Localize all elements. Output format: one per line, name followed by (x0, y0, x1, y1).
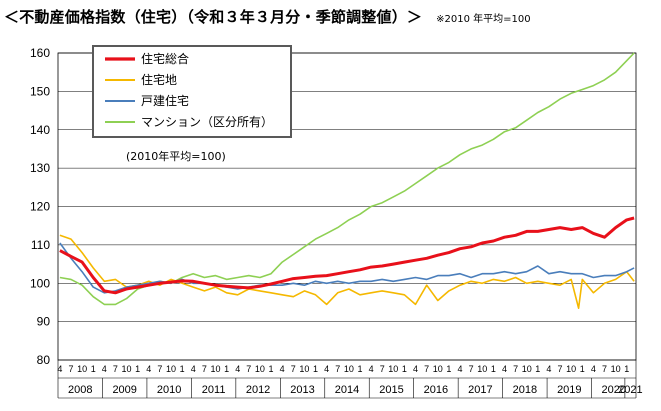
y-tick-label: 90 (37, 315, 51, 329)
x-month-tick: 10 (166, 364, 176, 374)
legend-label: マンション（区分所有） (141, 115, 273, 129)
x-month-tick: 4 (102, 364, 107, 374)
x-month-tick: 10 (122, 364, 132, 374)
x-month-tick: 1 (535, 364, 540, 374)
y-tick-label: 120 (30, 200, 50, 214)
x-month-tick: 7 (602, 364, 607, 374)
page-title: ＜不動産価格指数（住宅）（令和３年３月分・季節調整値）＞ (4, 8, 423, 26)
x-month-tick: 10 (344, 364, 354, 374)
x-month-tick: 7 (246, 364, 251, 374)
x-year-label: 2010 (157, 384, 181, 396)
x-month-tick: 1 (224, 364, 229, 374)
x-month-tick: 10 (477, 364, 487, 374)
y-tick-label: 130 (30, 161, 50, 175)
x-axis: 4 7 10 1 4 7 10 1 4 7 10 1 4 7 10 1 4 7 10 1 4 7 10 1 4 7 10 1 4 7 10 1… (57, 360, 643, 399)
x-month-tick: 10 (388, 364, 398, 374)
x-month-tick: 1 (135, 364, 140, 374)
x-month-tick: 10 (566, 364, 576, 374)
legend-label: 住宅地 (141, 72, 177, 87)
series-line-3 (59, 242, 635, 294)
x-month-tick: 7 (335, 364, 340, 374)
x-year-label: 2017 (468, 384, 492, 396)
y-tick-label: 110 (31, 238, 50, 252)
y-tick-label: 140 (30, 123, 50, 137)
x-year-label: 2011 (202, 384, 226, 396)
x-month-tick: 10 (210, 364, 220, 374)
x-year-label: 2019 (557, 384, 581, 396)
y-tick-label: 150 (30, 84, 50, 98)
x-month-tick: 1 (357, 364, 362, 374)
x-month-tick: 4 (369, 364, 374, 374)
series-lines (59, 52, 635, 310)
x-month-tick: 7 (202, 364, 207, 374)
series-line-1 (59, 216, 635, 295)
x-year-label: 2013 (290, 384, 314, 396)
x-month-tick: 4 (146, 364, 151, 374)
legend-label: 戸建住宅 (141, 93, 189, 108)
x-month-tick: 7 (157, 364, 162, 374)
plot-frame (57, 52, 637, 361)
x-month-tick: 7 (68, 364, 73, 374)
x-month-tick: 1 (402, 364, 407, 374)
x-month-tick: 10 (299, 364, 309, 374)
y-tick-label: 80 (37, 353, 51, 367)
base-year-note: ※2010 年平均=100 (436, 14, 531, 25)
x-month-tick: 7 (424, 364, 429, 374)
x-month-tick: 4 (57, 364, 62, 374)
x-month-tick: 1 (491, 364, 496, 374)
x-month-tick: 7 (291, 364, 296, 374)
x-year-label: 2014 (335, 384, 359, 396)
x-month-tick: 10 (255, 364, 265, 374)
legend-label: 住宅総合 (141, 51, 189, 66)
x-month-tick: 10 (77, 364, 87, 374)
x-month-tick: 4 (546, 364, 551, 374)
x-month-tick: 7 (380, 364, 385, 374)
x-month-tick: 10 (433, 364, 443, 374)
x-month-tick: 7 (113, 364, 118, 374)
x-year-label: 2016 (424, 384, 448, 396)
base-note: (2010年平均=100) (126, 149, 226, 163)
x-month-tick: 1 (269, 364, 274, 374)
x-month-tick: 4 (191, 364, 196, 374)
x-year-label: 2020 (602, 384, 626, 396)
x-month-tick: 1 (313, 364, 318, 374)
x-year-label: 2009 (112, 384, 136, 396)
x-month-tick: 4 (280, 364, 285, 374)
x-year-label: 2008 (68, 384, 92, 396)
x-month-tick: 1 (580, 364, 585, 374)
x-month-tick: 4 (413, 364, 418, 374)
y-axis: 80 90 100 110 120 130 140 150 160 (30, 46, 50, 367)
x-month-tick: 10 (611, 364, 621, 374)
x-year-label: 2021 (618, 384, 642, 396)
x-month-tick: 10 (522, 364, 532, 374)
title-row: ＜不動産価格指数（住宅）（令和３年３月分・季節調整値）＞ ※2010 年平均=1… (4, 6, 531, 28)
x-month-tick: 1 (624, 364, 629, 374)
x-month-tick: 4 (235, 364, 240, 374)
x-month-tick: 7 (558, 364, 563, 374)
x-year-label: 2015 (379, 384, 403, 396)
x-month-tick: 4 (457, 364, 462, 374)
x-year-label: 2012 (246, 384, 270, 396)
y-tick-label: 100 (30, 276, 50, 290)
x-month-tick: 4 (324, 364, 329, 374)
x-month-tick: 1 (91, 364, 96, 374)
x-month-tick: 7 (469, 364, 474, 374)
x-month-tick: 1 (180, 364, 185, 374)
x-year-label: 2018 (513, 384, 537, 396)
x-month-tick: 7 (513, 364, 518, 374)
y-tick-label: 160 (30, 46, 50, 60)
x-month-tick: 4 (502, 364, 507, 374)
x-month-tick: 1 (446, 364, 451, 374)
x-month-tick: 4 (591, 364, 596, 374)
